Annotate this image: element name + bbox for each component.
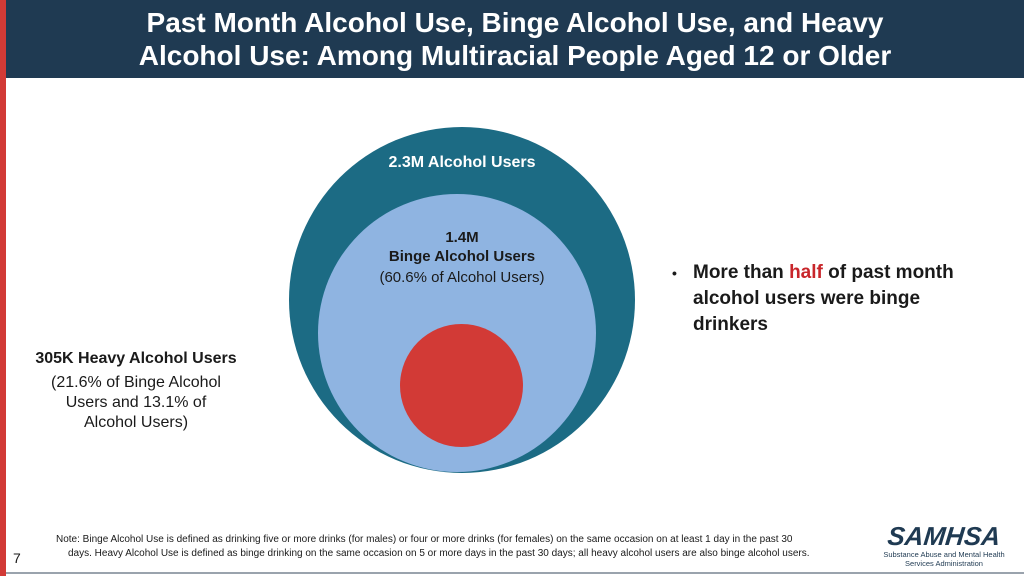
logo-brand-text: SAMHSA <box>886 521 1002 551</box>
page-number: 7 <box>13 550 21 566</box>
key-finding-bullet: • More than half of past month alcohol u… <box>672 260 992 338</box>
key-finding-text: More than half of past month alcohol use… <box>693 260 992 338</box>
page-title-line-2: Alcohol Use: Among Multiracial People Ag… <box>138 40 892 71</box>
key-finding-highlight: half <box>789 262 823 283</box>
binge-users-label: Binge Alcohol Users <box>388 248 536 265</box>
title-bar: Past Month Alcohol Use, Binge Alcohol Us… <box>6 0 1024 78</box>
samhsa-logo: SAMHSA Substance Abuse and Mental Health… <box>880 521 1008 568</box>
footnote-line-2: days. Heavy Alcohol Use is defined as bi… <box>68 548 810 559</box>
binge-users-count: 1.4M <box>445 229 479 246</box>
binge-users-percent: (60.6% of Alcohol Users) <box>379 269 545 286</box>
key-finding-after: of past month alcohol users were binge d… <box>693 262 954 335</box>
binge-users-label-group: 1.4M Binge Alcohol Users (60.6% of Alcoh… <box>360 228 564 287</box>
heavy-users-label: 305K Heavy Alcohol Users <box>35 350 237 367</box>
logo-subtitle-line-2: Services Administration <box>905 559 983 568</box>
heavy-users-label-group: 305K Heavy Alcohol Users (21.6% of Binge… <box>20 349 252 433</box>
footnote-line-1: Note: Binge Alcohol Use is defined as dr… <box>56 534 793 545</box>
left-accent-stripe <box>0 0 6 576</box>
heavy-users-percent: (21.6% of Binge Alcohol Users and 13.1% … <box>51 374 221 431</box>
key-finding-before: More than <box>693 262 790 283</box>
bullet-dot-icon: • <box>672 265 677 281</box>
page-title-line-1: Past Month Alcohol Use, Binge Alcohol Us… <box>146 7 884 38</box>
logo-subtitle-line-1: Substance Abuse and Mental Health <box>883 550 1005 559</box>
alcohol-users-label: 2.3M Alcohol Users <box>388 154 536 171</box>
bottom-divider <box>6 572 1024 574</box>
footnote: Note: Binge Alcohol Use is defined as dr… <box>56 533 856 561</box>
heavy-alcohol-users-circle <box>400 324 523 447</box>
